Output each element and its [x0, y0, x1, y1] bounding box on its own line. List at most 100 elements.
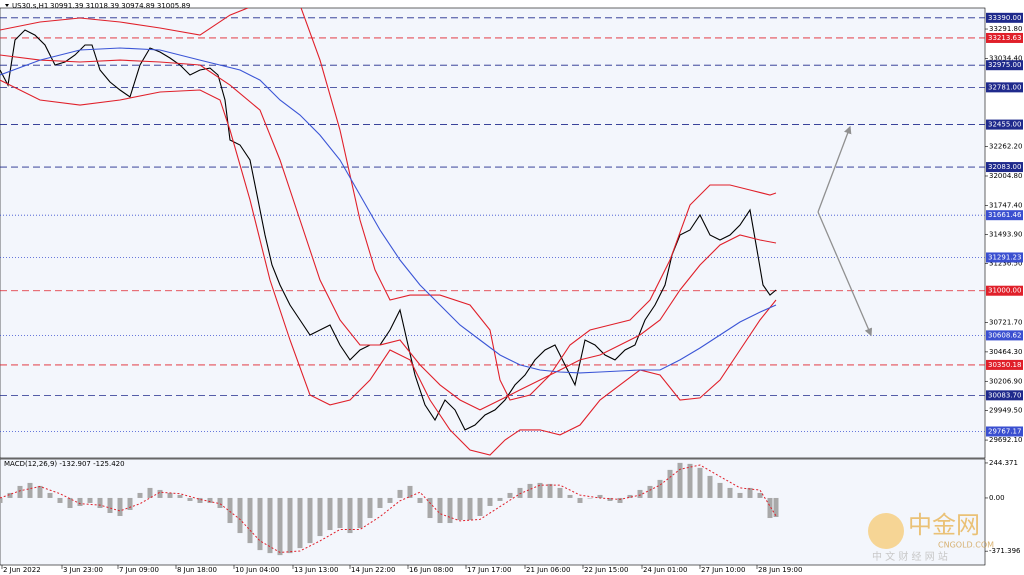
histogram-bar [377, 497, 383, 508]
histogram-bar [717, 482, 723, 498]
watermark-logo-mark [868, 513, 904, 549]
y-tick-label: 32004.80 [989, 172, 1022, 180]
histogram-bar [7, 492, 13, 498]
x-tick-label: 27 Jun 10:00 [701, 566, 745, 574]
arrow-down [817, 211, 873, 337]
macd-panel [0, 458, 986, 566]
histogram-bar [557, 487, 563, 498]
y-tick-label: 31747.40 [989, 201, 1022, 209]
watermark-logo: 中金网 [908, 511, 980, 539]
level-label-box [986, 210, 1023, 221]
histogram-bar [347, 497, 353, 534]
level-label-box [986, 162, 1023, 173]
y-tick-label: 33034.40 [989, 54, 1022, 62]
histogram-bar [427, 497, 433, 519]
level-label: 29767.17 [988, 427, 1021, 435]
histogram-bar [447, 497, 453, 524]
x-tick-label: 22 Jun 15:00 [584, 566, 628, 574]
histogram-bar [687, 463, 693, 498]
histogram-bar [227, 497, 233, 524]
level-label-box [986, 12, 1023, 23]
histogram-bar [397, 489, 403, 498]
x-tick-label: 2 Jun 2022 [3, 566, 41, 574]
histogram-bar [137, 492, 143, 498]
histogram-bar [577, 497, 583, 503]
arrow-up [817, 125, 852, 213]
histogram-bar [47, 492, 53, 498]
histogram-bar [257, 497, 263, 551]
y-tick-label: 29949.50 [989, 407, 1022, 415]
histogram-bar [237, 497, 243, 534]
x-tick-label: 24 Jun 01:00 [643, 566, 687, 574]
level-label: 30083.70 [988, 391, 1021, 399]
series-line [0, 8, 777, 401]
y-tick-label: 32262.20 [989, 143, 1022, 151]
axes: 33291.80 33034.40 32262.20 32004.80 31747.40… [1, 12, 1023, 574]
y-tick-label: 30721.70 [989, 318, 1022, 326]
histogram-bar [247, 497, 253, 544]
level-label-box [986, 330, 1023, 341]
level-label-box [986, 32, 1023, 43]
histogram-bar [67, 497, 73, 508]
watermark-tagline: 中 文 财 经 网 站 [872, 550, 948, 563]
histogram-bar [677, 462, 683, 498]
histogram-bar [417, 497, 423, 503]
histogram-bar [627, 494, 633, 498]
histogram-bar [587, 497, 593, 499]
histogram-bar [697, 467, 703, 498]
level-label-box [986, 252, 1023, 263]
y-tick-label: 0.00 [989, 494, 1005, 502]
histogram-bar [727, 487, 733, 498]
chart-title: US30.s,H1 [12, 2, 48, 10]
histogram-bar [207, 497, 213, 503]
histogram-bar [327, 497, 333, 531]
x-tick-label: 13 Jun 13:00 [294, 566, 338, 574]
series-line [0, 47, 777, 374]
x-tick-label: 7 Jun 09:00 [119, 566, 159, 574]
level-label: 30350.18 [988, 361, 1021, 369]
histogram-bar [217, 497, 223, 508]
histogram-bar [567, 494, 573, 498]
histogram-bar [297, 497, 303, 549]
series-line [0, 54, 777, 411]
histogram-bar [167, 492, 173, 498]
level-label-box [986, 119, 1023, 130]
histogram-bar [667, 469, 673, 498]
histogram-bar [197, 497, 203, 503]
histogram-bar [87, 497, 93, 503]
x-tick-label: 28 Jun 19:00 [758, 566, 802, 574]
histogram-bar [277, 497, 283, 556]
histogram-bar [367, 497, 373, 519]
histogram-bar [647, 485, 653, 498]
histogram-bar [287, 497, 293, 554]
histogram-bar [357, 497, 363, 529]
histogram-bar [267, 497, 273, 554]
level-label: 32455.00 [988, 121, 1021, 129]
histogram-bar [117, 497, 123, 517]
histogram-bar [37, 485, 43, 498]
x-tick-label: 14 Jun 22:00 [351, 566, 395, 574]
histogram-bar [317, 497, 323, 537]
ohlc-label: 30991.39 31018.39 30974.89 31005.89 [50, 2, 190, 10]
series-line [0, 29, 777, 431]
histogram-bar [307, 497, 313, 544]
level-label-box [986, 285, 1023, 296]
histogram-bar [767, 497, 773, 519]
histogram-bar [107, 497, 113, 514]
histogram-bar [527, 483, 533, 498]
histogram-bar [77, 497, 83, 506]
level-label: 30608.62 [988, 331, 1021, 339]
histogram-bar [97, 497, 103, 508]
histogram-bar [547, 483, 553, 498]
histogram-bar [757, 492, 763, 498]
y-tick-label: 33291.80 [989, 25, 1022, 33]
histogram-bar [457, 497, 463, 521]
histogram-bar [337, 497, 343, 529]
level-label-box [986, 82, 1023, 93]
level-label: 31661.46 [988, 211, 1022, 219]
x-tick-label: 3 Jun 23:00 [63, 566, 103, 574]
histogram-bar [57, 497, 63, 503]
histogram-bar [707, 475, 713, 498]
watermark-site: CNGOLD.COM [938, 541, 994, 550]
